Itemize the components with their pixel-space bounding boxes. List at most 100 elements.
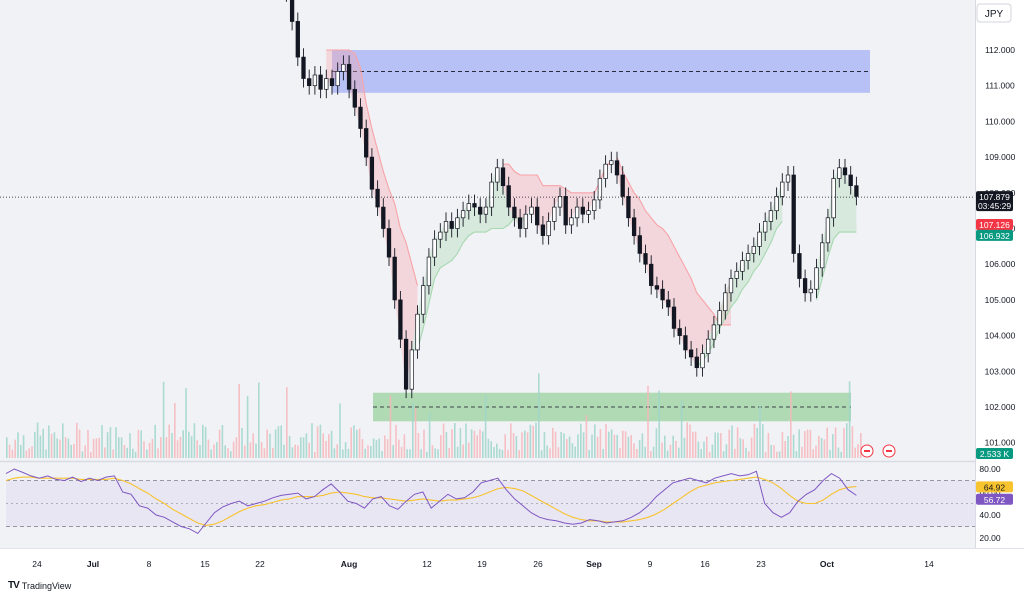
volume-bar <box>20 444 22 458</box>
volume-bar <box>263 448 266 458</box>
volume-bar <box>134 451 137 458</box>
volume-bar <box>829 449 831 458</box>
volume-bar <box>468 442 470 458</box>
volume-bar <box>686 422 688 458</box>
volume-bar <box>207 439 210 458</box>
volume-bar <box>602 449 604 458</box>
volume-bar <box>179 436 182 458</box>
volume-bar <box>493 447 495 458</box>
candle-body <box>717 310 722 326</box>
candle-body <box>358 106 363 129</box>
volume-bar <box>846 423 848 458</box>
volume-bar <box>560 431 562 458</box>
volume-bar <box>708 451 711 458</box>
volume-bar <box>174 403 176 458</box>
volume-bar <box>638 439 641 458</box>
candle-body <box>472 203 477 208</box>
volume-bar <box>854 447 856 458</box>
currency-box[interactable]: JPY <box>976 3 1012 23</box>
volume-bar <box>272 447 274 458</box>
volume-bar <box>288 435 291 458</box>
volume-bar <box>767 432 770 458</box>
candle-body <box>346 63 352 90</box>
volume-bar <box>613 434 616 458</box>
volume-bar <box>610 429 613 458</box>
candle-body <box>757 231 762 247</box>
volume-bar <box>398 439 400 458</box>
volume-bar <box>325 440 327 458</box>
rsi-value-tag-text: 56.72 <box>984 495 1006 505</box>
candle-body <box>706 338 711 354</box>
tradingview-brand[interactable]: TV TradingView <box>8 580 71 591</box>
volume-bar <box>725 444 728 458</box>
zones-layer <box>332 50 870 422</box>
volume-bar <box>700 449 702 458</box>
candle-body <box>597 178 603 201</box>
volume-bar <box>333 448 336 458</box>
event-markers[interactable] <box>860 444 896 458</box>
candle-body <box>295 21 300 58</box>
volume-bar <box>554 431 557 458</box>
volume-bar <box>563 433 565 458</box>
price-tick-label: 110.000 <box>985 116 1015 126</box>
volume-bar <box>484 394 487 458</box>
volume-bar <box>8 444 11 458</box>
volume-bar <box>678 447 680 458</box>
price-tick-label: 106.000 <box>985 259 1016 269</box>
support-stop-line <box>815 231 857 301</box>
volume-bar <box>196 440 198 458</box>
volume-bar <box>482 431 484 458</box>
volume-bar <box>823 439 826 458</box>
rsi-tick-label: 40.00 <box>979 510 1001 520</box>
price-tick-label: 111.000 <box>985 81 1015 91</box>
volume-bar <box>437 449 439 458</box>
volume-bar <box>45 449 47 458</box>
volume-bar <box>706 436 708 458</box>
volume-bar <box>692 431 694 458</box>
price-tick-label: 112.000 <box>985 45 1015 55</box>
volume-bar <box>585 415 588 458</box>
rsi-tick-label: 20.00 <box>979 533 1001 543</box>
candle-body <box>683 335 688 351</box>
volume-bar <box>165 437 168 458</box>
volume-bar <box>703 441 705 458</box>
volume-bar <box>62 423 64 458</box>
volume-bar <box>428 412 431 458</box>
volume-bar <box>801 446 803 458</box>
last-price-tag-bg <box>976 191 1013 212</box>
indicator-green-tag-bg <box>976 229 1013 241</box>
volume-bar <box>109 427 112 458</box>
candle-body <box>341 63 346 72</box>
candle-body <box>329 78 335 87</box>
volume-bar <box>22 435 25 458</box>
volume-bar <box>781 432 784 458</box>
volume-bar <box>764 451 767 458</box>
volume-bar <box>804 431 806 458</box>
volume-bar <box>291 447 294 458</box>
resistance-stop-line <box>503 160 612 194</box>
volume-bar <box>168 424 170 458</box>
volume-bar <box>787 435 789 458</box>
volume-bar <box>720 433 722 458</box>
time-axis: 24 Jul 8 15 22 Aug 12 19 26 Sep 9 16 23 Oct 14 <box>32 559 934 569</box>
price-tick-label: 101.000 <box>985 438 1016 448</box>
volume-bar <box>479 429 481 458</box>
candle-body <box>831 178 836 219</box>
candle-body <box>500 167 506 187</box>
candle-body <box>763 221 768 233</box>
volume-bar <box>790 391 792 458</box>
volume-bar <box>599 429 602 458</box>
volume-bar <box>14 439 16 458</box>
candle-body <box>523 213 528 229</box>
candle-body <box>540 224 546 236</box>
volume-bar <box>392 445 394 458</box>
volume-bar <box>630 435 632 458</box>
candle-body <box>289 0 295 22</box>
volume-bar <box>81 451 84 458</box>
candle-body <box>854 185 859 197</box>
brand-name: TradingView <box>21 580 72 591</box>
volume-bar <box>857 444 859 458</box>
volume-bar <box>372 438 375 458</box>
volume-bar <box>305 433 308 458</box>
